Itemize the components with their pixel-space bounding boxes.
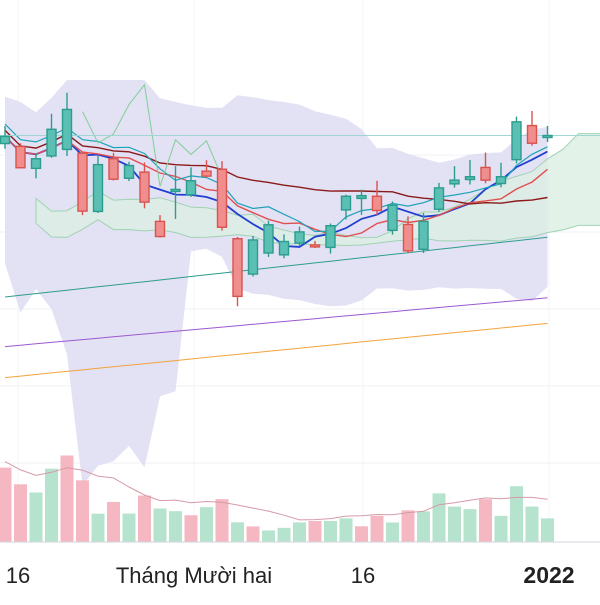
candlesticks xyxy=(0,92,553,307)
volume-bar-28 xyxy=(432,493,446,542)
volume-bar-29 xyxy=(448,506,461,542)
volume-bar-12 xyxy=(184,515,198,542)
volume-bar-31 xyxy=(479,499,492,542)
candle-body-13 xyxy=(201,170,212,177)
candle-body-18 xyxy=(278,240,290,256)
ma-line-cyan xyxy=(4,123,548,233)
candle-body-12 xyxy=(185,180,197,196)
volume-bar-13 xyxy=(200,507,213,542)
ma-line-orange xyxy=(4,322,548,379)
volume-bar-22 xyxy=(339,518,353,542)
candle-body-4 xyxy=(61,108,73,151)
volume-ma-line xyxy=(4,461,548,521)
x-tick-label-16-dec: 16 xyxy=(351,563,375,588)
candle-body-16 xyxy=(247,239,259,275)
candle-body-27 xyxy=(418,220,429,250)
volume-bar-5 xyxy=(76,480,89,542)
candle-body-6 xyxy=(92,163,104,213)
volume-bar-21 xyxy=(324,521,337,542)
bollinger-bands xyxy=(5,80,548,486)
candle-body-7 xyxy=(108,158,119,180)
volume-bar-0 xyxy=(0,467,12,542)
candle-body-32 xyxy=(495,176,507,185)
volume-bar-34 xyxy=(525,506,539,542)
candle-body-34 xyxy=(526,124,538,144)
candle-body-8 xyxy=(123,164,135,179)
volume-bar-20 xyxy=(308,521,322,542)
volume-bar-19 xyxy=(293,522,306,542)
ma-line-purple xyxy=(4,297,548,348)
volume-bar-7 xyxy=(107,501,120,542)
volume-bar-11 xyxy=(169,511,182,542)
candle-body-35 xyxy=(542,134,553,139)
moving-averages xyxy=(0,83,600,379)
volume-bar-6 xyxy=(91,513,105,542)
volume-bar-10 xyxy=(153,508,167,542)
candle-body-29 xyxy=(449,179,460,185)
candle-body-28 xyxy=(433,187,445,210)
volume-bar-17 xyxy=(262,530,275,542)
volume-bar-26 xyxy=(401,510,415,542)
x-tick-label-2022: 2022 xyxy=(523,562,574,588)
volume-bar-23 xyxy=(355,526,368,542)
volume-bar-18 xyxy=(277,527,291,542)
volume-bar-15 xyxy=(231,522,244,542)
volume-bar-25 xyxy=(386,522,399,542)
candle-body-3 xyxy=(46,128,57,157)
volume-bar-27 xyxy=(417,511,430,542)
candle-body-17 xyxy=(263,224,274,254)
candle-body-9 xyxy=(139,171,150,203)
volume-bar-32 xyxy=(494,515,508,542)
volume-bars xyxy=(0,455,554,542)
candle-body-20 xyxy=(309,244,321,248)
candle-body-23 xyxy=(356,194,367,200)
candle-body-33 xyxy=(511,121,522,161)
volume-bar-2 xyxy=(29,492,43,542)
ma-line-red xyxy=(4,135,548,238)
candle-body-5 xyxy=(77,152,88,212)
volume-bar-16 xyxy=(246,526,260,542)
volume-bar-14 xyxy=(215,499,229,542)
candle-body-19 xyxy=(294,231,305,244)
candle-body-10 xyxy=(154,220,166,238)
candle-body-21 xyxy=(325,224,336,249)
ma-line-teal xyxy=(4,236,548,298)
x-tick-label-month-december: Tháng Mười hai xyxy=(116,563,272,588)
ma-line-darkred xyxy=(4,129,548,205)
candle-body-0 xyxy=(0,135,11,145)
candle-body-22 xyxy=(340,195,352,211)
ichimoku-cloud xyxy=(35,133,600,247)
volume-bar-24 xyxy=(370,515,384,542)
bollinger-band-area xyxy=(5,80,548,486)
candle-body-25 xyxy=(387,204,398,232)
x-tick-label-16-nov: 16 xyxy=(6,563,30,588)
x-axis: 16 Tháng Mười hai 16 2022 xyxy=(0,541,600,588)
candle-body-26 xyxy=(402,223,414,252)
candle-body-2 xyxy=(30,158,42,170)
ma-line-blue xyxy=(4,135,548,248)
volume-bar-1 xyxy=(14,484,27,542)
volume-bar-3 xyxy=(45,468,58,542)
volume-bar-4 xyxy=(60,455,74,542)
volume-bar-33 xyxy=(510,486,523,542)
candle-body-30 xyxy=(464,176,476,181)
volume-bar-8 xyxy=(122,513,136,542)
volume-bar-30 xyxy=(463,509,477,542)
candle-body-1 xyxy=(15,145,26,169)
cloud-area xyxy=(35,133,600,247)
candle-body-14 xyxy=(216,168,228,228)
candle-body-24 xyxy=(371,195,383,212)
volume-bar-9 xyxy=(138,495,151,542)
candle-body-15 xyxy=(232,238,243,298)
candle-body-11 xyxy=(170,188,181,193)
volume-bar-35 xyxy=(541,518,554,542)
candle-body-31 xyxy=(480,166,491,181)
